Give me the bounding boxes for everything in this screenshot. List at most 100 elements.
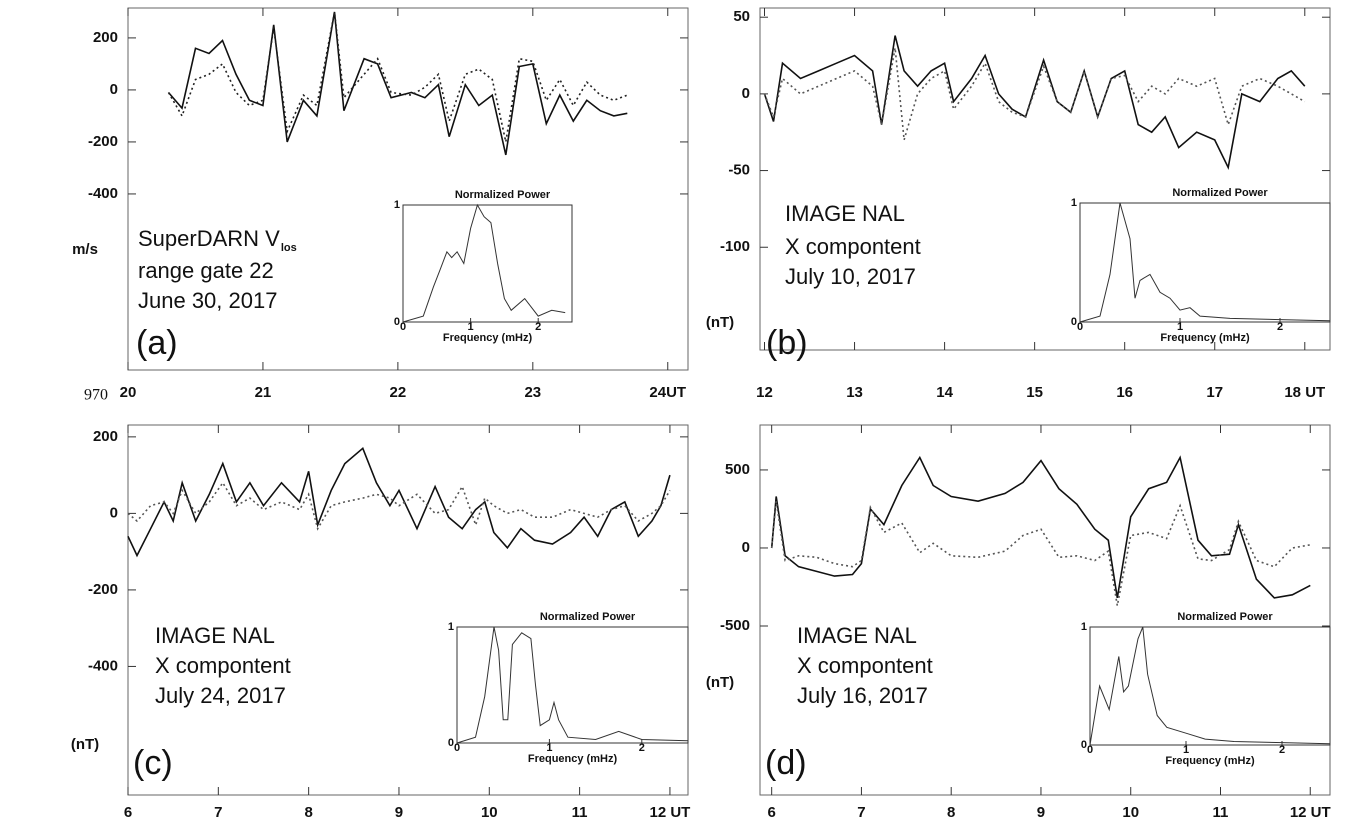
y-tick-label: -200 [88,581,118,598]
panel-label: (b) [766,324,808,362]
x-tick-label: 16 [1116,384,1133,401]
x-tick-label: 8 [947,804,955,821]
y-tick-label: 0 [110,81,118,98]
annotation-subscript: los [281,242,297,254]
inset-y-tick-label: 1 [448,621,454,633]
series-line [763,47,1306,141]
y-tick-label: -500 [720,617,750,634]
inset-frame [1079,202,1331,323]
inset-y-tick-label: 1 [1081,621,1087,633]
panel-label: (a) [136,324,178,362]
y-tick-label: -400 [88,657,118,674]
y-tick-label: 0 [110,504,118,521]
x-tick-label: 10 [481,804,498,821]
series-line [167,11,628,143]
inset-x-tick-label: 2 [1277,321,1283,333]
annotation: IMAGE NAL [155,623,275,648]
x-tick-label: 6 [767,804,775,821]
inset-y-tick-label: 1 [394,199,400,211]
inset-x-label: Frequency (mHz) [1165,755,1255,767]
x-tick-label: 20 [120,384,137,401]
inset-x-tick-label: 2 [1279,744,1285,756]
inset-y-tick-label: 0 [1081,739,1087,751]
y-tick-label: -100 [720,238,750,255]
x-tick-label: 11 [572,804,588,821]
annotation: July 16, 2017 [797,683,928,708]
inset-y-tick-label: 0 [394,316,400,328]
y-tick-label: 200 [93,29,118,46]
x-tick-label: 12 UT [1290,804,1331,821]
inset-frame [456,626,689,744]
plot-frame [759,7,1331,351]
annotation: X compontent [785,234,921,259]
spectrum-line [1079,202,1331,323]
spectrum-line [456,626,689,744]
plot-frame [127,7,689,371]
annotation: X compontent [155,653,291,678]
series-line [763,35,1306,171]
spectrum-line [402,203,566,323]
inset-x-tick-label: 0 [400,321,406,333]
page-number: 970 [84,387,108,404]
y-unit: (nT) [71,736,99,753]
annotation: June 30, 2017 [138,288,277,313]
inset-title: Normalized Power [1177,611,1273,623]
annotation: IMAGE NAL [785,201,905,226]
inset-x-tick-label: 1 [1183,744,1189,756]
x-tick-label: 15 [1026,384,1043,401]
y-tick-label: -400 [88,185,118,202]
inset-x-label: Frequency (mHz) [443,332,533,344]
inset-frame [402,204,573,323]
spectrum-line [1089,626,1331,746]
series-line [770,501,1311,606]
x-tick-label: 7 [857,804,865,821]
annotation: range gate 22 [138,258,274,283]
inset-x-tick-label: 0 [1087,744,1093,756]
inset-x-label: Frequency (mHz) [1160,332,1250,344]
x-tick-label: 7 [214,804,222,821]
x-tick-label: 24UT [649,384,686,401]
x-tick-label: 10 [1122,804,1139,821]
series-line [127,446,671,558]
inset-title: Normalized Power [540,611,636,623]
inset-y-tick-label: 0 [1071,316,1077,328]
x-tick-label: 11 [1213,804,1229,821]
inset-x-tick-label: 1 [546,742,552,754]
y-tick-label: -50 [728,162,750,179]
inset-y-tick-label: 0 [448,737,454,749]
series-line [770,455,1311,599]
x-tick-label: 22 [390,384,407,401]
inset-x-tick-label: 2 [639,742,645,754]
inset-x-tick-label: 1 [1177,321,1183,333]
annotation: July 10, 2017 [785,264,916,289]
x-tick-label: 14 [936,384,953,401]
inset-x-tick-label: 0 [454,742,460,754]
y-unit: (nT) [706,314,734,331]
inset-x-label: Frequency (mHz) [528,753,618,765]
x-tick-label: 8 [304,804,312,821]
panel-label: (d) [765,744,807,782]
plot-frame [759,424,1331,796]
y-unit: (nT) [706,674,734,691]
x-tick-label: 9 [1037,804,1045,821]
inset-y-tick-label: 1 [1071,197,1077,209]
y-tick-label: 50 [733,8,750,25]
inset-title: Normalized Power [1172,187,1268,199]
x-tick-label: 12 UT [650,804,691,821]
panel-label: (c) [133,744,173,782]
inset-frame [1089,626,1331,746]
y-tick-label: -200 [88,133,118,150]
y-tick-label: 0 [742,539,750,556]
annotation: X compontent [797,653,933,678]
plot-frame [127,424,689,796]
annotation: July 24, 2017 [155,683,286,708]
x-tick-label: 18 UT [1284,384,1325,401]
y-tick-label: 0 [742,85,750,102]
inset-x-tick-label: 2 [535,321,541,333]
inset-x-tick-label: 0 [1077,321,1083,333]
x-tick-label: 21 [255,384,272,401]
annotation: SuperDARN V [138,226,280,251]
inset-title: Normalized Power [455,189,551,201]
x-tick-label: 9 [395,804,403,821]
